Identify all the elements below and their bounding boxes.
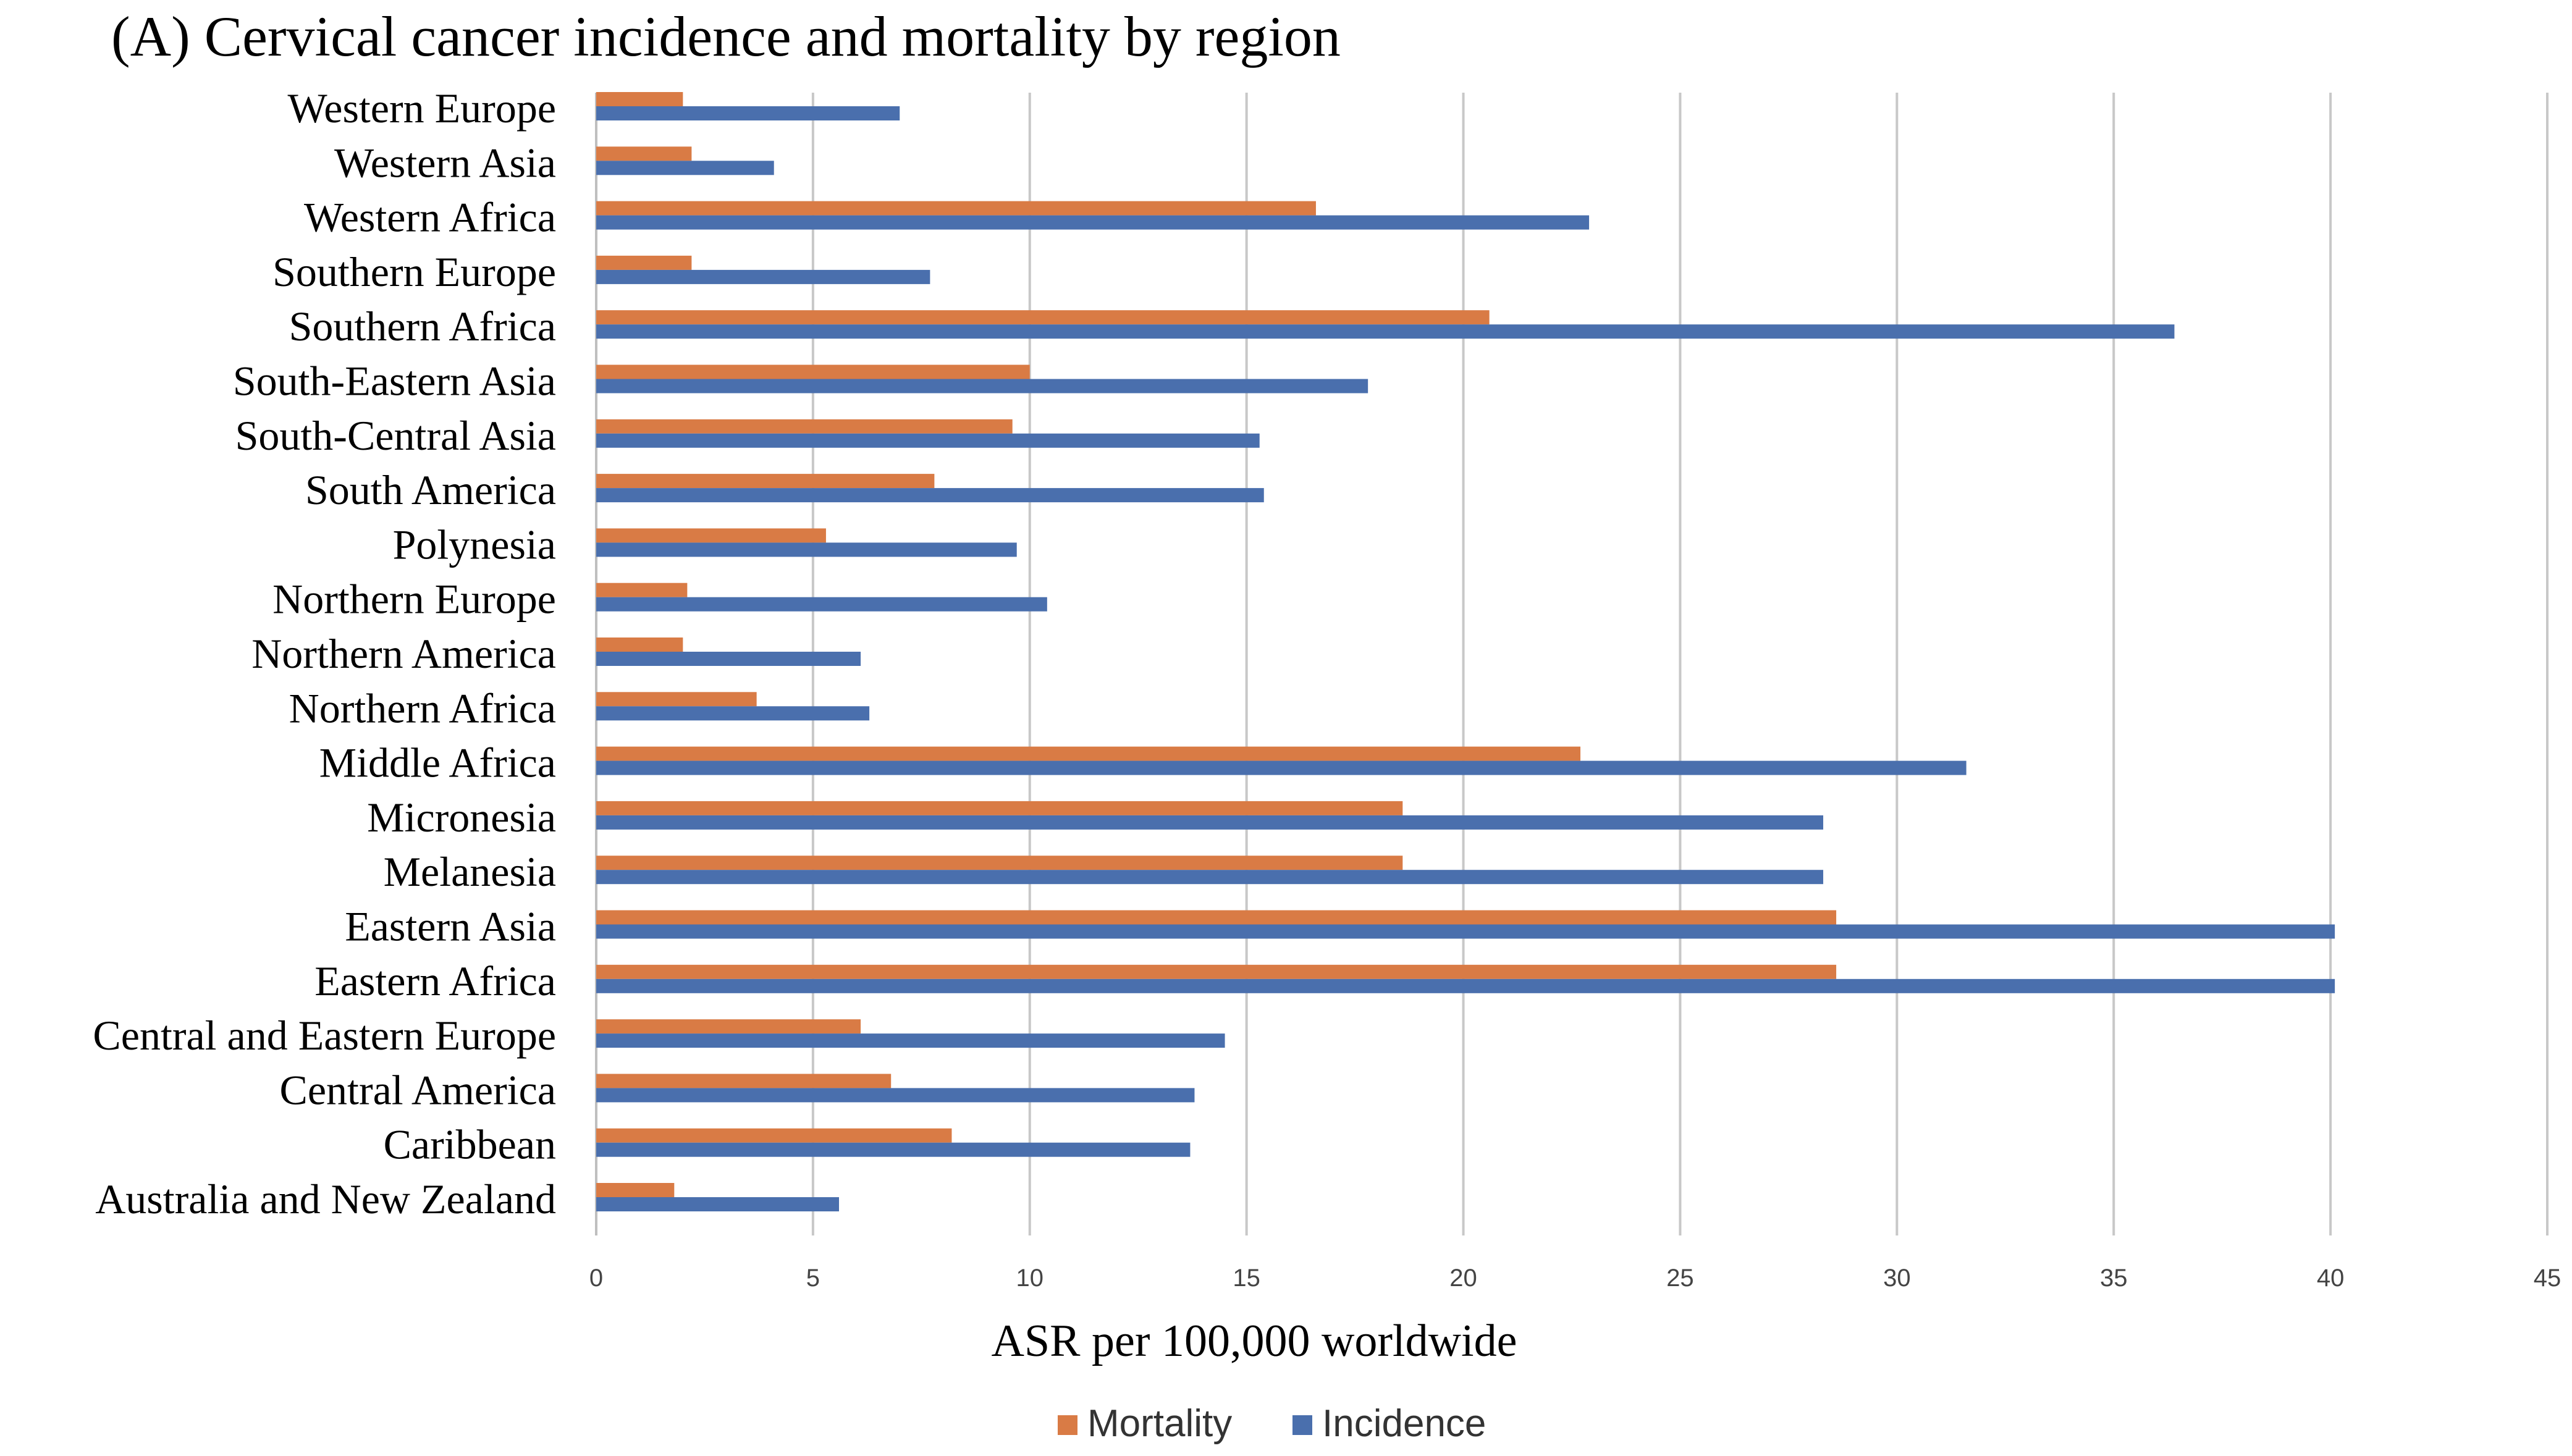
bar-mortality bbox=[596, 419, 1013, 434]
chart-title: (A) Cervical cancer incidence and mortal… bbox=[111, 5, 1341, 68]
category-label: Middle Africa bbox=[319, 739, 556, 786]
gridlines bbox=[595, 93, 2549, 1235]
x-tick-label: 15 bbox=[1233, 1265, 1260, 1292]
bar-incidence bbox=[596, 215, 1590, 230]
bar-incidence bbox=[596, 706, 870, 721]
legend-label: Mortality bbox=[1087, 1402, 1232, 1445]
bar-mortality bbox=[596, 746, 1581, 761]
bar-incidence bbox=[596, 815, 1824, 830]
x-tick-label: 35 bbox=[2100, 1265, 2128, 1292]
bar-mortality bbox=[596, 1183, 675, 1197]
x-tick-label: 0 bbox=[589, 1265, 603, 1292]
category-label: South-Eastern Asia bbox=[233, 358, 556, 405]
category-label: Micronesia bbox=[367, 794, 556, 841]
bar-mortality bbox=[596, 201, 1316, 216]
category-label: Southern Africa bbox=[289, 303, 556, 350]
bar-incidence bbox=[596, 1033, 1225, 1048]
bar-incidence bbox=[596, 542, 1017, 557]
category-label: Eastern Asia bbox=[345, 903, 556, 950]
bar-incidence bbox=[596, 1142, 1191, 1157]
bar-incidence bbox=[596, 106, 900, 120]
bar-mortality bbox=[596, 310, 1490, 325]
legend-swatch bbox=[1292, 1415, 1312, 1435]
bar-mortality bbox=[596, 692, 757, 707]
category-label: Caribbean bbox=[384, 1121, 556, 1168]
category-label: Western Africa bbox=[304, 194, 556, 241]
bar-incidence bbox=[596, 161, 774, 175]
x-tick-label: 45 bbox=[2534, 1265, 2561, 1292]
legend: Mortality Incidence bbox=[1058, 1402, 1486, 1445]
x-tick-label: 25 bbox=[1666, 1265, 1694, 1292]
category-label: Southern Europe bbox=[272, 248, 556, 295]
bar-incidence bbox=[596, 379, 1368, 393]
category-label: Northern Africa bbox=[289, 684, 556, 731]
bar-incidence bbox=[596, 324, 2175, 339]
bar-mortality bbox=[596, 638, 683, 652]
x-tick-label: 30 bbox=[1883, 1265, 1911, 1292]
bar-mortality bbox=[596, 1074, 892, 1088]
bar-mortality bbox=[596, 92, 683, 106]
category-label: Polynesia bbox=[393, 521, 556, 568]
bar-incidence bbox=[596, 1088, 1195, 1103]
category-label: Australia and New Zealand bbox=[95, 1176, 556, 1222]
category-label: South-Central Asia bbox=[235, 412, 556, 459]
bar-incidence bbox=[596, 488, 1264, 503]
category-label: Northern America bbox=[251, 630, 556, 677]
x-tick-label: 5 bbox=[806, 1265, 820, 1292]
bar-mortality bbox=[596, 1128, 952, 1143]
bar-incidence bbox=[596, 1197, 839, 1211]
x-axis-label: ASR per 100,000 worldwide bbox=[992, 1316, 1517, 1366]
bar-mortality bbox=[596, 528, 826, 543]
bar-incidence bbox=[596, 652, 861, 666]
category-label: Northern Europe bbox=[272, 576, 556, 623]
bar-mortality bbox=[596, 255, 692, 270]
bars bbox=[596, 92, 2335, 1211]
bar-incidence bbox=[596, 760, 1967, 775]
bar-incidence bbox=[596, 924, 2335, 939]
bar-mortality bbox=[596, 474, 935, 489]
category-label: Melanesia bbox=[384, 848, 556, 895]
bar-incidence bbox=[596, 870, 1824, 885]
bar-mortality bbox=[596, 910, 1837, 925]
category-label: South America bbox=[305, 466, 556, 513]
category-label: Eastern Africa bbox=[314, 957, 556, 1004]
bar-incidence bbox=[596, 269, 930, 284]
category-label: Central America bbox=[280, 1066, 556, 1113]
category-label: Western Europe bbox=[288, 85, 556, 132]
bar-mortality bbox=[596, 1019, 861, 1034]
bar-incidence bbox=[596, 978, 2335, 993]
x-tick-label: 20 bbox=[1449, 1265, 1477, 1292]
bar-mortality bbox=[596, 583, 688, 597]
category-label: Western Asia bbox=[334, 139, 556, 186]
x-tick-label: 10 bbox=[1016, 1265, 1044, 1292]
bar-mortality bbox=[596, 146, 692, 161]
bar-mortality bbox=[596, 364, 1030, 379]
bar-mortality bbox=[596, 856, 1403, 870]
x-axis-ticks: 0 5 10 15 20 25 30 35 40 45 bbox=[589, 1265, 2561, 1292]
x-tick-label: 40 bbox=[2317, 1265, 2345, 1292]
category-label: Central and Eastern Europe bbox=[93, 1012, 556, 1059]
legend-label: Incidence bbox=[1322, 1402, 1486, 1445]
y-axis-labels: Western Europe Western Asia Western Africa… bbox=[93, 85, 556, 1222]
bar-incidence bbox=[596, 597, 1047, 612]
legend-swatch bbox=[1058, 1415, 1077, 1435]
bar-incidence bbox=[596, 433, 1260, 448]
bar-mortality bbox=[596, 801, 1403, 815]
bar-mortality bbox=[596, 964, 1837, 979]
